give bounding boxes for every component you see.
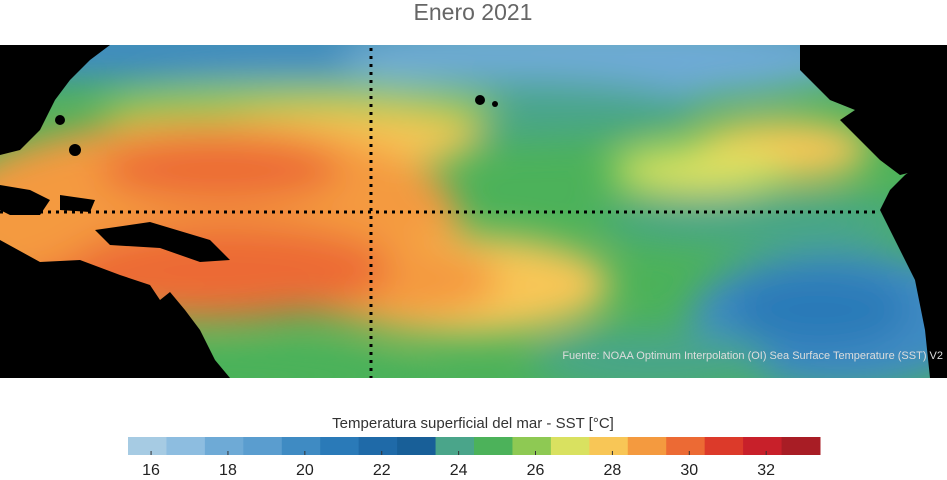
colorbar-segment (166, 437, 206, 455)
colorbar-segment (243, 437, 283, 455)
colorbar-segment (743, 437, 783, 455)
colorbar-tick-label: 30 (680, 462, 698, 479)
colorbar-segment (397, 437, 437, 455)
colorbar-segment (320, 437, 360, 455)
colorbar-segment (204, 437, 244, 455)
colorbar-label: Temperatura superficial del mar - SST [°… (332, 415, 614, 432)
colorbar: 16 18 20 22 24 26 28 30 32 (128, 437, 821, 479)
colorbar-segment (666, 437, 706, 455)
colorbar-segment (358, 437, 398, 455)
colorbar-segment (550, 437, 590, 455)
title: Enero 2021 (414, 0, 533, 25)
colorbar-segment (281, 437, 321, 455)
colorbar-tick-label: 16 (142, 462, 160, 479)
colorbar-segment (704, 437, 744, 455)
colorbar-tick-label: 18 (219, 462, 237, 479)
source-note: Fuente: NOAA Optimum Interpolation (OI) … (562, 350, 943, 362)
colorbar-segment (589, 437, 629, 455)
colorbar-tick-label: 32 (757, 462, 775, 479)
colorbar-segment (474, 437, 513, 455)
colorbar-tick-label: 24 (450, 462, 468, 479)
colorbar-tick-label: 20 (296, 462, 314, 479)
colorbar-tick-label: 22 (373, 462, 391, 479)
colorbar-segment (128, 437, 167, 455)
colorbar-segment (627, 437, 667, 455)
colorbar-segment (435, 437, 475, 455)
colorbar-segment (512, 437, 552, 455)
colorbar-tick-label: 28 (604, 462, 622, 479)
sst-map: Fuente: NOAA Optimum Interpolation (OI) … (0, 45, 947, 378)
colorbar-tick-label: 26 (527, 462, 545, 479)
colorbar-segment (781, 437, 821, 455)
